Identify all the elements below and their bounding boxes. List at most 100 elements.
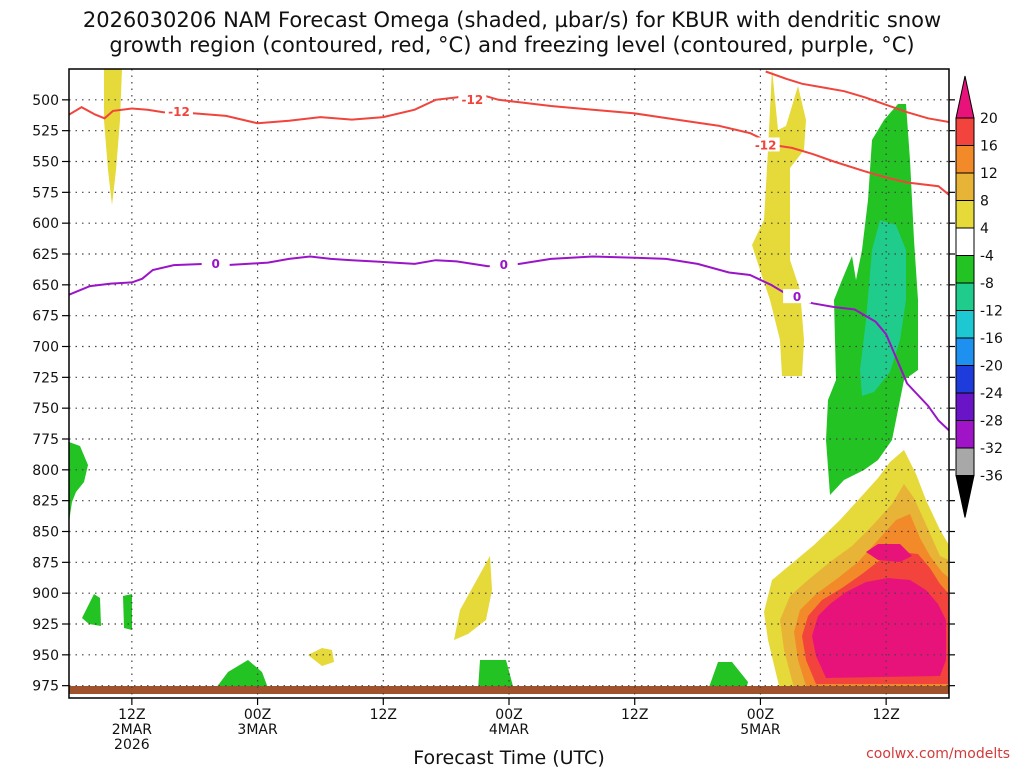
omega-shade-magenta [866, 544, 912, 562]
colorbar-label: -12 [980, 304, 1003, 320]
y-tick-label: 525 [32, 124, 59, 140]
x-tick-label: 12Z [872, 707, 899, 723]
dgz-contour-line [69, 92, 949, 196]
chart-title-line-1: 2026030206 NAM Forecast Omega (shaded, µ… [82, 8, 942, 32]
contour-labels: -12 -12 -12 0 0 0 [165, 91, 812, 304]
x-tick-label: 00Z [495, 707, 522, 723]
chart-title-line-2: growth region (contoured, red, °C) and f… [109, 33, 915, 57]
chart-gridlines [69, 69, 949, 698]
footer-brand: coolwx.com/modelts [866, 746, 1010, 762]
y-tick-label: 675 [32, 309, 59, 325]
omega-shade-green [708, 662, 748, 690]
colorbar-label: 4 [980, 221, 989, 237]
colorbar-label: 12 [980, 166, 998, 182]
y-tick-label: 825 [32, 494, 59, 510]
colorbar-label: -8 [980, 276, 994, 292]
y-tick-label: 900 [32, 586, 59, 602]
colorbar-swatch [955, 447, 975, 476]
colorbar-label: 8 [980, 194, 989, 210]
colorbar-swatch [955, 200, 975, 229]
omega-shade-yellow [454, 556, 492, 640]
contour-label-bg [783, 289, 812, 304]
colorbar-swatch [955, 365, 975, 394]
omega-shading [69, 69, 949, 694]
y-tick-label: 975 [32, 679, 59, 695]
colorbar-label: -4 [980, 249, 994, 265]
freezing-level-contour-line [69, 255, 949, 432]
contour-label: -12 [755, 138, 777, 152]
contour-label-bg [165, 104, 193, 119]
y-tick-label: 700 [32, 340, 59, 356]
omega-shade-green [478, 660, 514, 690]
colorbar-swatch [955, 255, 975, 284]
y-tick-label: 750 [32, 401, 59, 417]
chart-title: 2026030206 NAM Forecast Omega (shaded, µ… [0, 8, 1024, 58]
x-tick-label: 2MAR [112, 722, 153, 738]
omega-shade-yellow [308, 648, 334, 666]
contour-label-bg [458, 91, 487, 106]
x-tick-label: 00Z [244, 707, 271, 723]
omega-shade-yellow [104, 69, 122, 205]
colorbar-swatch [955, 420, 975, 449]
colorbar-label: -32 [980, 441, 1003, 457]
ground-strip [69, 686, 949, 694]
y-tick-label: 875 [32, 555, 59, 571]
contour-label: -12 [461, 93, 483, 107]
colorbar-swatch [955, 392, 975, 421]
x-tick-label: 12Z [118, 707, 145, 723]
y-tick-label: 600 [32, 216, 59, 232]
omega-shade-magenta [812, 578, 946, 678]
x-axis-title: Forecast Time (UTC) [413, 747, 604, 768]
y-tick-label: 725 [32, 370, 59, 386]
colorbar-swatch [955, 172, 975, 201]
y-tick-label: 925 [32, 617, 59, 633]
contour-label: 0 [793, 290, 801, 304]
colorbar-label: 16 [980, 139, 998, 155]
colorbar-swatch [955, 145, 975, 174]
y-tick-label: 550 [32, 155, 59, 171]
x-tick-label: 5MAR [740, 722, 781, 738]
omega-colorbar: 20 16 12 8 4 -4 -8 -12 -16 -20 -24 -28 -32 -36 [955, 75, 1003, 518]
colorbar-swatch [955, 282, 975, 311]
y-tick-label: 775 [32, 432, 59, 448]
colorbar-label: -16 [980, 331, 1003, 347]
contour-label: 0 [500, 258, 508, 272]
x-tick-label: 00Z [747, 707, 774, 723]
colorbar-swatch [955, 227, 975, 256]
omega-shade-green [82, 594, 101, 626]
colorbar-swatch [955, 310, 975, 339]
colorbar-bottom-arrow [955, 475, 975, 518]
x-tick-label: 3MAR [237, 722, 278, 738]
colorbar-label: -36 [980, 469, 1003, 485]
y-tick-label: 800 [32, 463, 59, 479]
omega-shade-green [216, 660, 268, 688]
colorbar-label: 20 [980, 111, 998, 127]
colorbar-label: -24 [980, 386, 1003, 402]
x-tick-label: 4MAR [489, 722, 530, 738]
dgz-contour-line-upper [765, 70, 949, 123]
y-tick-label: 575 [32, 185, 59, 201]
colorbar-swatch [955, 337, 975, 366]
x-tick-label: 12Z [621, 707, 648, 723]
y-tick-label: 500 [32, 93, 59, 109]
colorbar-top-arrow [955, 75, 975, 119]
x-tick-label: 12Z [370, 707, 397, 723]
y-tick-label: 650 [32, 278, 59, 294]
contour-label: -12 [168, 105, 190, 119]
colorbar-label: -28 [980, 414, 1003, 430]
contour-label-bg [489, 257, 518, 272]
colorbar-label: -20 [980, 359, 1003, 375]
contour-label-bg [751, 137, 780, 152]
colorbar-swatch [955, 117, 975, 146]
omega-shade-green [123, 594, 132, 630]
omega-shade-green [69, 442, 88, 522]
y-axis: 500 525 550 575 600 625 650 675 700 725 750 775 800 8… [32, 93, 955, 695]
y-tick-label: 950 [32, 648, 59, 664]
y-tick-label: 850 [32, 525, 59, 541]
contour-label-bg [201, 255, 230, 270]
x-tick-label: 2026 [114, 737, 150, 753]
chart-contours [69, 70, 949, 432]
y-tick-label: 625 [32, 247, 59, 263]
